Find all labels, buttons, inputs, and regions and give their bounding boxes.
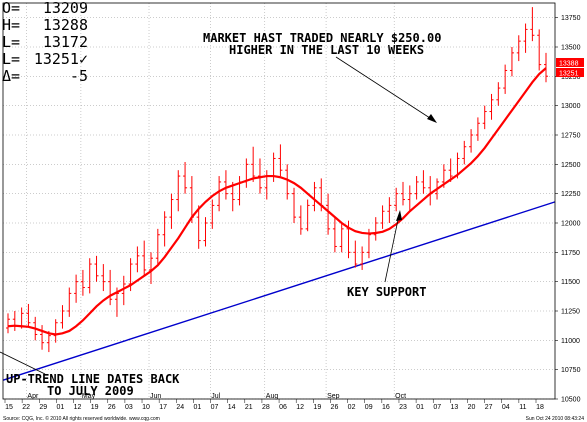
y-tick-label: 11250 <box>561 309 580 316</box>
x-tick-label: 19 <box>91 404 99 411</box>
y-tick-label: 12250 <box>561 191 581 198</box>
x-tick-label: 15 <box>5 404 13 411</box>
ohlc-label: Δ= <box>2 67 21 85</box>
ohlc-row-change: Δ= -5 <box>2 68 88 85</box>
x-tick-label: 28 <box>262 404 270 411</box>
x-tick-label: 07 <box>211 404 219 411</box>
x-tick-label: 14 <box>228 404 236 411</box>
month-label: Jun <box>150 393 161 400</box>
ohlc-value: 13172 <box>42 33 88 51</box>
x-tick-label: 18 <box>536 404 544 411</box>
x-tick-label: 29 <box>39 404 47 411</box>
ohlc-value: 13251✓ <box>33 50 88 68</box>
x-tick-label: 01 <box>416 404 424 411</box>
y-tick-label: 12750 <box>561 133 581 140</box>
y-tick-label: 10750 <box>561 367 581 374</box>
moving-average-line <box>7 67 547 336</box>
ohlc-readout: O= 13209 H= 13288 L= 13172 L= 13251✓ Δ= -5 <box>2 0 88 85</box>
x-tick-label: 13 <box>450 404 458 411</box>
annotation-arrows <box>0 56 437 375</box>
x-tick-label: 09 <box>365 404 373 411</box>
x-tick-label: 19 <box>313 404 321 411</box>
x-tick-label: 10 <box>142 404 150 411</box>
annotation-uptrend-line1: UP-TREND LINE DATES BACK <box>6 372 180 386</box>
x-tick-label: 22 <box>22 404 30 411</box>
x-tick-label: 17 <box>159 404 167 411</box>
x-axis: 15 22 29 01 12 19 26 03 10 17 24 01 07 14 21 28 06 12 19 26… <box>4 393 544 411</box>
annotation-uptrend-line2: TO JULY 2009 <box>47 384 134 398</box>
month-label: Jul <box>211 393 220 400</box>
x-tick-label: 23 <box>399 404 407 411</box>
market-arrow-head <box>427 114 437 123</box>
uptrend-line <box>2 201 556 381</box>
y-tick-label: 12000 <box>561 221 581 228</box>
x-tick-label: 06 <box>279 404 287 411</box>
y-axis: 10500 10750 11000 11250 11500 11750 12000 12250… <box>555 15 581 404</box>
y-tick-label: 10500 <box>561 397 581 404</box>
x-tick-label: 07 <box>433 404 441 411</box>
moving-average-group <box>7 67 547 336</box>
ohlc-row-high: H= 13288 <box>2 17 88 34</box>
x-tick-label: 21 <box>245 404 253 411</box>
month-label: Sep <box>327 393 340 400</box>
ohlc-label: L= <box>2 50 21 68</box>
x-tick-label: 26 <box>331 404 339 411</box>
support-arrow-head <box>396 210 402 221</box>
ohlc-row-low: L= 13172 <box>2 34 88 51</box>
y-tick-label: 12500 <box>561 162 581 169</box>
last-price-value: 13251 <box>559 71 579 78</box>
month-label: Oct <box>395 393 406 400</box>
ohlc-value: -5 <box>69 67 88 85</box>
last-price-tag <box>556 58 584 67</box>
ohlc-label: L= <box>2 33 21 51</box>
x-tick-label: 12 <box>74 404 82 411</box>
support-arrow <box>384 214 400 283</box>
annotation-market-line1: MARKET HAST TRADED NEARLY $250.00 <box>203 31 442 45</box>
y-tick-label: 11750 <box>561 250 580 257</box>
ohlc-row-open: O= 13209 <box>2 0 88 17</box>
month-label: May <box>82 393 96 400</box>
x-tick-label: 01 <box>194 404 202 411</box>
ohlc-value: 13209 <box>42 0 88 17</box>
price-bars <box>6 7 548 353</box>
grid <box>3 3 555 400</box>
x-tick-label: 20 <box>468 404 476 411</box>
month-label: Apr <box>27 393 39 400</box>
uptrend-arrow <box>0 351 46 375</box>
ohlc-label: H= <box>2 16 21 34</box>
annotation-key-support: KEY SUPPORT <box>347 285 427 299</box>
y-tick-label: 13750 <box>561 15 581 22</box>
annotation-market-line2: HIGHER IN THE LAST 10 WEEKS <box>229 43 425 57</box>
x-tick-label: 02 <box>348 404 356 411</box>
last-price-value: 13388 <box>559 61 579 68</box>
y-tick-label: 11000 <box>561 338 580 345</box>
x-tick-label: 11 <box>519 404 526 411</box>
x-tick-label: 03 <box>125 404 133 411</box>
month-label: Aug <box>266 393 279 400</box>
x-tick-label: 26 <box>108 404 116 411</box>
market-arrow <box>335 56 434 121</box>
ohlc-row-last: L= 13251✓ <box>2 51 88 68</box>
x-tick-label: 16 <box>382 404 390 411</box>
x-tick-label: 01 <box>56 404 64 411</box>
y-tick-label: 13500 <box>561 45 581 52</box>
trendline-group <box>2 201 556 381</box>
source-credit: Source: CQG, Inc. © 2010 All rights rese… <box>3 416 160 422</box>
y-tick-label: 13000 <box>561 103 581 110</box>
chart-timestamp: Sun Oct 24 2010 08:43:24 <box>525 416 584 422</box>
x-tick-label: 24 <box>176 404 184 411</box>
x-tick-label: 04 <box>502 404 510 411</box>
x-tick-label: 12 <box>296 404 304 411</box>
y-tick-label: 11500 <box>561 279 580 286</box>
last-price-labels: 13388 13251 <box>556 58 584 78</box>
last-price-tag <box>556 68 584 77</box>
y-tick-label: 13250 <box>561 74 581 81</box>
ohlc-value: 13288 <box>42 16 88 34</box>
x-tick-label: 27 <box>485 404 493 411</box>
ohlc-label: O= <box>2 0 21 17</box>
